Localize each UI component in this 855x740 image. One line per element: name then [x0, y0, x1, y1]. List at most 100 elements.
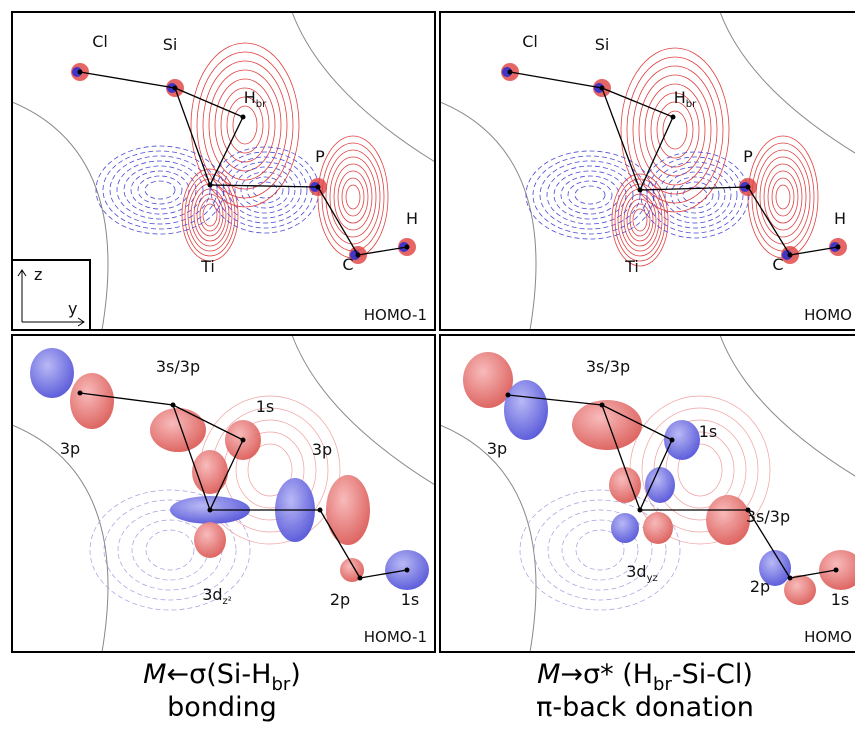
atom [638, 188, 643, 193]
atom [600, 86, 605, 91]
atom-label: 1s [256, 397, 275, 416]
label-text: 1s [831, 590, 850, 609]
atom [508, 70, 513, 75]
atom-label: Ti [200, 257, 215, 276]
label-text: 3p [60, 439, 80, 458]
atom-label: 1s [401, 590, 420, 609]
label-text: 2p [330, 590, 350, 609]
atom-label: 3s/3p [746, 507, 790, 526]
atom [834, 568, 839, 573]
label-text: 3p [487, 439, 507, 458]
axis-label: z [34, 265, 42, 284]
caption-part: -Si-Cl) [672, 659, 753, 690]
atom [358, 576, 363, 581]
atom [746, 185, 751, 190]
label-text: Ti [624, 257, 639, 276]
atom [405, 568, 410, 573]
atom-label: Cl [92, 32, 108, 51]
atom [405, 245, 410, 250]
label-text: H [406, 209, 418, 228]
lobe [706, 495, 750, 545]
atom-label: 3p [312, 440, 332, 459]
atom [171, 403, 176, 408]
atom [241, 438, 246, 443]
atom [506, 393, 511, 398]
atom [600, 403, 605, 408]
atom-label: P [315, 147, 325, 166]
atom-label: 3s/3p [586, 357, 630, 376]
label-sub: br [686, 99, 697, 110]
atom-label: C [772, 255, 783, 274]
panel [440, 12, 855, 330]
atom-label: 3s/3p [156, 357, 200, 376]
label-text: 3s/3p [156, 357, 200, 376]
caption-line: M→σ* (Hbr-Si-Cl) [537, 659, 753, 695]
label-text: C [342, 255, 353, 274]
label-text: Si [595, 35, 610, 54]
label-text: H [834, 209, 846, 228]
label-text: 3d [626, 562, 646, 581]
atom [670, 438, 675, 443]
atom [208, 183, 213, 188]
atom-label: 3p [487, 439, 507, 458]
atom-label: Ti [624, 257, 639, 276]
label-sub: yz [647, 573, 658, 584]
caption-part: →σ* (H [560, 659, 653, 690]
lobe [643, 512, 673, 544]
caption-line: M←σ(Si-Hbr) [143, 659, 301, 695]
caption-line: bonding [167, 692, 277, 723]
panel [440, 335, 855, 652]
label-text: Ti [200, 257, 215, 276]
atom-label: H [406, 209, 418, 228]
label-text: 3s/3p [586, 357, 630, 376]
atom-label: Si [163, 35, 178, 54]
label-text: 3d [202, 585, 222, 604]
atom [316, 185, 321, 190]
label-text: P [315, 147, 325, 166]
atom [788, 576, 793, 581]
label-sub: z² [223, 596, 232, 607]
atom [78, 391, 83, 396]
label-text: 3s/3p [746, 507, 790, 526]
axes-box [12, 260, 90, 330]
lobe [194, 522, 226, 558]
label-sub: br [256, 99, 267, 110]
atom [671, 115, 676, 120]
orbital-label: HOMO [804, 306, 852, 324]
lobe [30, 348, 74, 398]
label-text: C [772, 255, 783, 274]
label-text: Cl [522, 32, 538, 51]
atom [241, 115, 246, 120]
caption-part: M [143, 659, 166, 690]
atom-label: Si [595, 35, 610, 54]
orbital-label: HOMO [804, 628, 852, 646]
lobe [611, 513, 639, 543]
atom [788, 253, 793, 258]
atom-label: 1s [831, 590, 850, 609]
atom-label: P [743, 147, 753, 166]
caption-line: π-back donation [536, 692, 754, 723]
label-text: 1s [256, 397, 275, 416]
label-text: 3p [312, 440, 332, 459]
atom-label: C [342, 255, 353, 274]
lobe [192, 450, 228, 494]
atom [356, 253, 361, 258]
label-text: H [244, 88, 256, 107]
atom [318, 508, 323, 513]
atom-label: Cl [522, 32, 538, 51]
label-text: 1s [401, 590, 420, 609]
atom-label: H [834, 209, 846, 228]
caption-part: ) [290, 659, 301, 690]
caption-part: bonding [167, 692, 277, 723]
atom-label: 2p [750, 577, 770, 596]
atom [638, 508, 643, 513]
caption-part: π-back donation [536, 692, 754, 723]
lobe [150, 408, 206, 452]
axis-label: y [68, 299, 77, 318]
atom [78, 70, 83, 75]
atom-label: 2p [330, 590, 350, 609]
label-text: P [743, 147, 753, 166]
atom-label: 1s [699, 422, 718, 441]
atom-label: 3p [60, 439, 80, 458]
label-text: 1s [699, 422, 718, 441]
